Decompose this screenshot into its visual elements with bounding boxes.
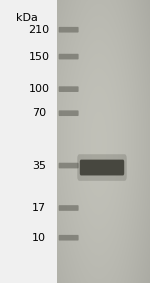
FancyBboxPatch shape	[59, 205, 79, 211]
FancyBboxPatch shape	[59, 110, 79, 116]
FancyBboxPatch shape	[77, 154, 127, 181]
Text: kDa: kDa	[16, 13, 38, 23]
FancyBboxPatch shape	[59, 27, 79, 33]
FancyBboxPatch shape	[59, 54, 79, 59]
FancyBboxPatch shape	[80, 160, 124, 175]
Text: 10: 10	[32, 233, 46, 243]
Text: 35: 35	[32, 160, 46, 171]
Text: 210: 210	[28, 25, 50, 35]
Text: 100: 100	[28, 84, 50, 94]
Text: 70: 70	[32, 108, 46, 118]
FancyBboxPatch shape	[59, 235, 79, 241]
Text: 150: 150	[28, 52, 50, 62]
FancyBboxPatch shape	[59, 86, 79, 92]
FancyBboxPatch shape	[59, 163, 79, 168]
Text: 17: 17	[32, 203, 46, 213]
Bar	[57, 0, 150, 283]
